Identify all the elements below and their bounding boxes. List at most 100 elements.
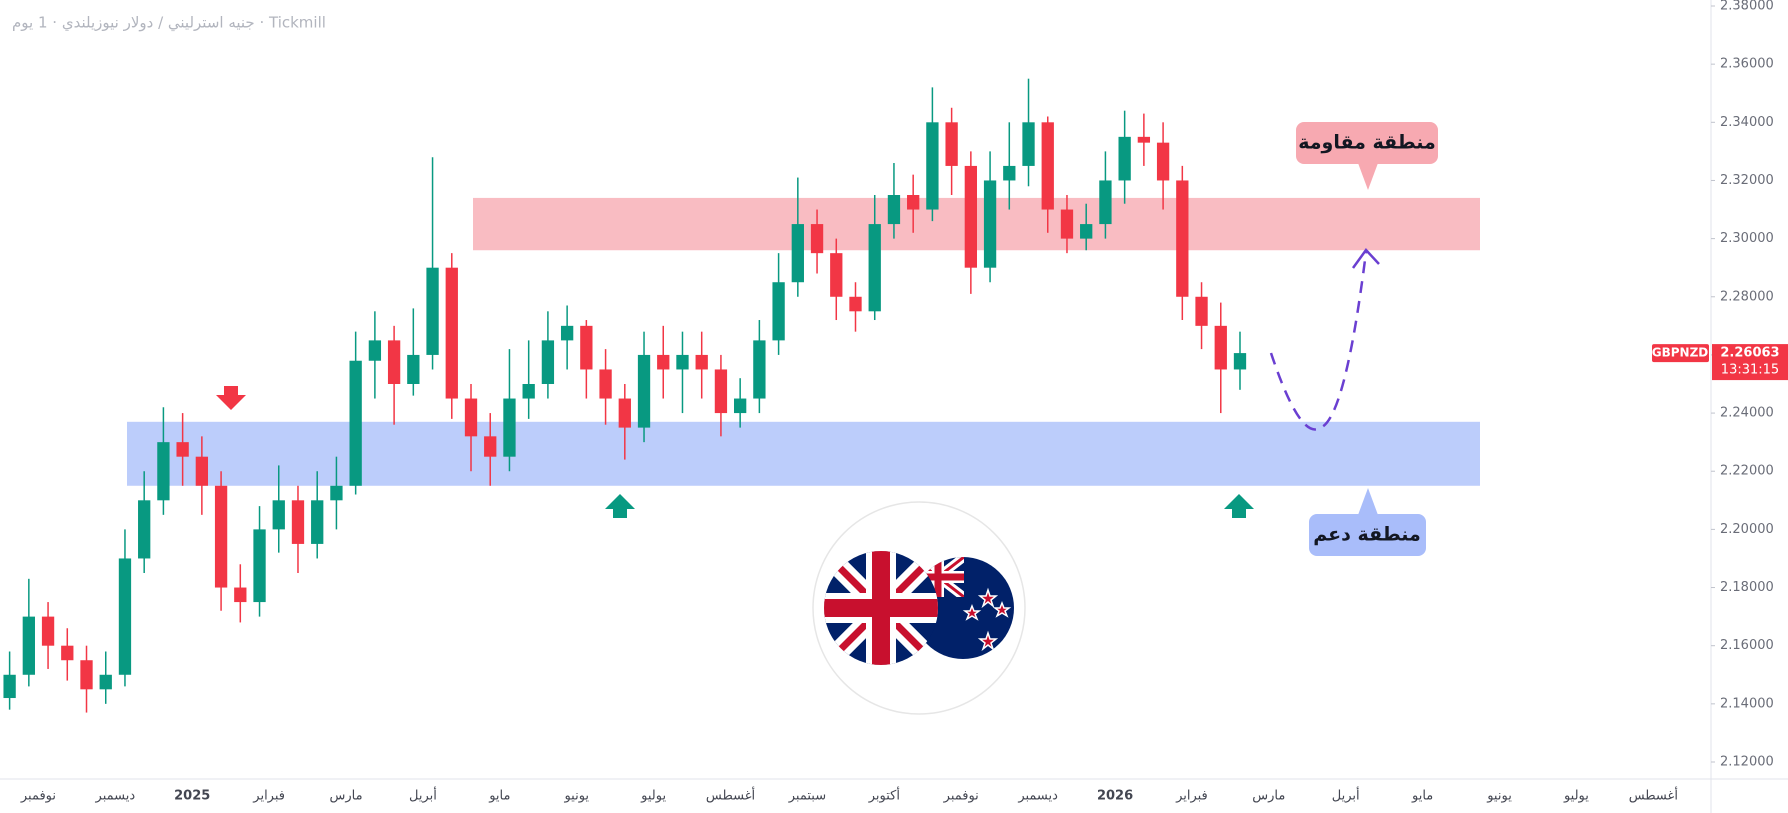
- candle-body: [1214, 325, 1227, 370]
- candle-body: [1060, 209, 1074, 239]
- candle-body: [484, 436, 497, 457]
- x-tick-label: 2025: [174, 789, 210, 804]
- x-tick-label: مايو: [488, 789, 510, 804]
- x-tick-label: يونيو: [1486, 789, 1512, 804]
- candle-body: [753, 340, 766, 399]
- countdown-label: 13:31:15: [1721, 363, 1779, 378]
- y-tick-label: 2.18000: [1720, 580, 1774, 595]
- candle-body: [3, 674, 16, 699]
- x-tick-label: نوفمبر: [20, 789, 56, 804]
- candle-body: [791, 224, 804, 283]
- symbol-badge: [1652, 344, 1709, 363]
- candle-body: [599, 369, 612, 399]
- resistance-callout: منطقة مقاومة: [1296, 122, 1438, 190]
- candle-body: [695, 354, 708, 370]
- candle-body: [887, 195, 901, 225]
- callout-tail: [1358, 163, 1378, 190]
- candle-body: [714, 369, 728, 414]
- y-tick-label: 2.22000: [1720, 464, 1774, 479]
- y-tick-label: 2.34000: [1720, 115, 1774, 130]
- x-tick-label: أغسطس: [1629, 787, 1678, 804]
- y-tick-label: 2.32000: [1720, 173, 1774, 188]
- candle-body: [272, 500, 285, 530]
- candle-body: [580, 325, 593, 370]
- x-tick-label: أكتوبر: [868, 787, 900, 804]
- x-tick-label: مايو: [1411, 789, 1433, 804]
- x-tick-label: فبراير: [1175, 789, 1208, 804]
- candle-body: [253, 529, 266, 603]
- callout-label: منطقة مقاومة: [1298, 132, 1436, 154]
- zone: [127, 421, 1480, 486]
- candle-body: [830, 253, 843, 297]
- chart-title: جنيه استرليني / دولار نيوزيلندي · 1 يوم …: [12, 14, 326, 33]
- y-tick-label: 2.16000: [1720, 638, 1774, 653]
- x-tick-label: يوليو: [640, 789, 666, 804]
- x-tick-label: فبراير: [252, 789, 285, 804]
- candle-body: [541, 340, 555, 384]
- callout-tail: [1358, 488, 1378, 515]
- x-tick-label: ديسمبر: [95, 789, 136, 804]
- candle-body: [1080, 224, 1093, 239]
- price-badge: [1712, 344, 1788, 381]
- y-tick-label: 2.20000: [1720, 522, 1774, 537]
- x-tick-label: 2026: [1097, 789, 1133, 804]
- candle-body: [676, 354, 689, 370]
- callout-box: [1296, 122, 1438, 164]
- symbol-label: GBPNZD: [1652, 346, 1709, 360]
- candle-body: [387, 340, 401, 384]
- candle-body: [1156, 142, 1170, 181]
- candle-body: [772, 282, 785, 341]
- y-tick-label: 2.38000: [1720, 0, 1774, 14]
- x-tick-label: يوليو: [1563, 789, 1589, 804]
- axis: 2.12000 2.14000 2.16000 2.18000 2.20000 2.220…: [20, 0, 1788, 804]
- candle-body: [849, 296, 862, 312]
- down-arrow: [216, 386, 246, 410]
- up-arrow: [1224, 494, 1254, 518]
- candle-body: [945, 122, 958, 166]
- callout-label: منطقة دعم: [1313, 524, 1420, 546]
- callout-box: [1309, 514, 1426, 556]
- nz-flag: [912, 557, 1014, 659]
- x-tick-label: أبريل: [1332, 787, 1360, 804]
- candle-body: [1195, 296, 1208, 326]
- candle-body: [907, 195, 920, 210]
- candle-body: [1137, 136, 1151, 143]
- candle-body: [1233, 353, 1247, 370]
- candle-body: [522, 384, 535, 399]
- up-arrow: [605, 494, 635, 518]
- x-tick-label: مارس: [1252, 789, 1285, 804]
- candle-body: [118, 558, 132, 675]
- candle-body: [637, 354, 651, 428]
- candle-body: [733, 398, 747, 414]
- candles: [3, 78, 1247, 713]
- candle-body: [1176, 180, 1189, 297]
- candle-body: [234, 587, 247, 603]
- candle-body: [214, 485, 228, 588]
- candle-body: [1118, 136, 1131, 181]
- candle-body: [349, 360, 362, 486]
- x-tick-label: يونيو: [563, 789, 589, 804]
- candle-body: [1041, 122, 1054, 210]
- candle-body: [99, 674, 112, 690]
- x-tick-label: مارس: [330, 789, 363, 804]
- candle-body: [176, 442, 189, 457]
- candle-body: [464, 398, 478, 437]
- candle-body: [157, 442, 170, 501]
- candle-body: [195, 456, 209, 486]
- candle-body: [426, 267, 439, 355]
- projection-arrowhead: [1351, 248, 1380, 269]
- candle-body: [657, 354, 670, 370]
- support-callout: منطقة دعم: [1309, 488, 1426, 556]
- candle-body: [61, 645, 74, 661]
- candle-body: [138, 500, 151, 559]
- x-tick-label: سبتمبر: [788, 789, 826, 804]
- candle-body: [560, 325, 574, 341]
- candle-body: [1003, 165, 1016, 181]
- candle-body: [291, 500, 305, 544]
- candle-body: [368, 340, 382, 361]
- price-label: 2.26063: [1720, 346, 1779, 361]
- candle-body: [311, 500, 324, 544]
- candle-body: [810, 224, 824, 254]
